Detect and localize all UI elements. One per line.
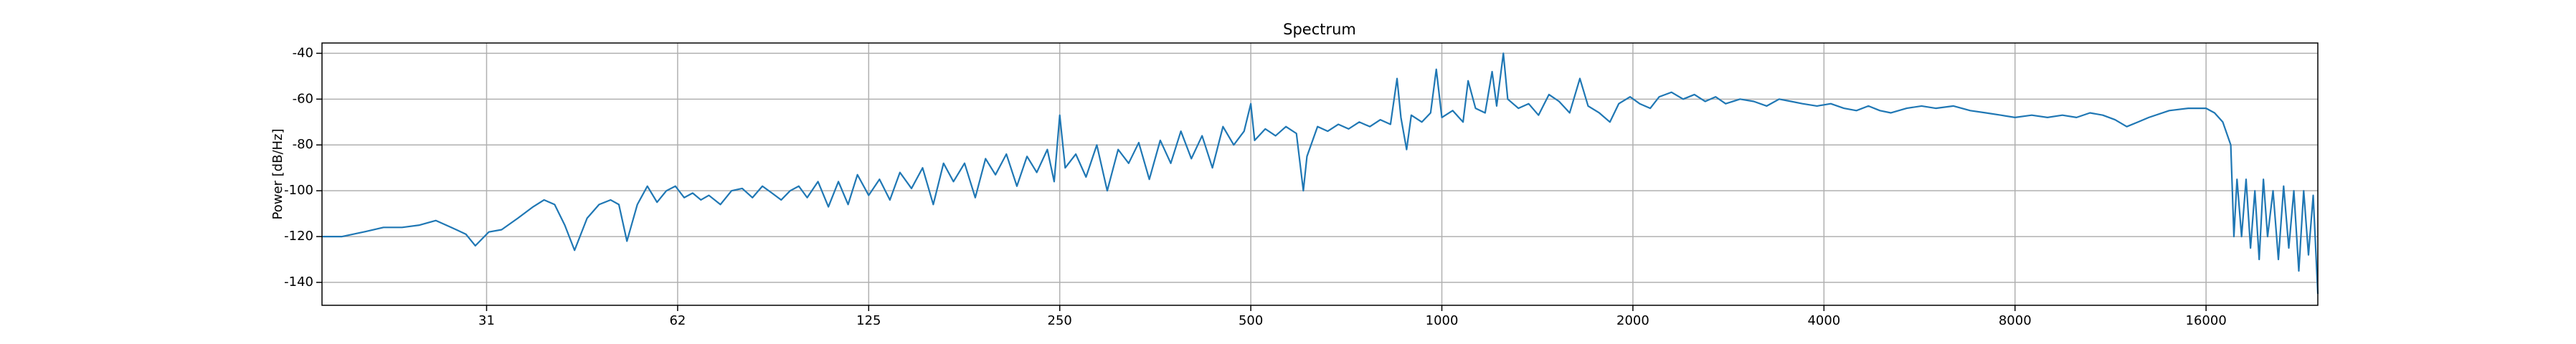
y-tick-label: -140 bbox=[284, 274, 313, 290]
x-tick-label: 62 bbox=[669, 313, 686, 328]
x-tick-label: 31 bbox=[478, 313, 495, 328]
x-tick-label: 16000 bbox=[2186, 313, 2227, 328]
x-tick-label: 4000 bbox=[1807, 313, 1840, 328]
x-tick-label: 250 bbox=[1048, 313, 1072, 328]
chart-title: Spectrum bbox=[1283, 21, 1356, 38]
y-tick-label: -60 bbox=[293, 91, 313, 106]
y-tick-label: -100 bbox=[284, 183, 313, 198]
x-tick-label: 8000 bbox=[1999, 313, 2032, 328]
x-tick-label: 2000 bbox=[1616, 313, 1649, 328]
y-tick-label: -80 bbox=[293, 137, 313, 152]
y-axis-label: Power [dB/Hz] bbox=[270, 128, 285, 219]
y-tick-label: -120 bbox=[284, 229, 313, 244]
x-tick-label: 500 bbox=[1239, 313, 1263, 328]
x-tick-label: 125 bbox=[856, 313, 881, 328]
plot-frame bbox=[321, 42, 2319, 306]
x-tick-label: 1000 bbox=[1426, 313, 1459, 328]
spectrum-line bbox=[322, 52, 2319, 295]
y-tick-label: -40 bbox=[293, 45, 313, 60]
